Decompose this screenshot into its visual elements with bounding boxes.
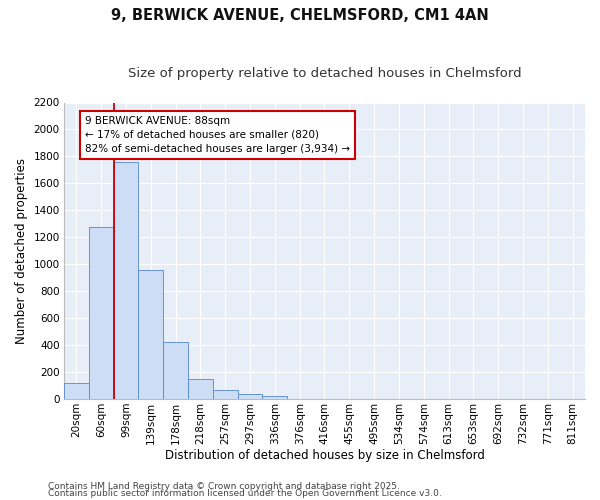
Text: Contains HM Land Registry data © Crown copyright and database right 2025.: Contains HM Land Registry data © Crown c… xyxy=(48,482,400,491)
Bar xyxy=(188,379,213,399)
Bar xyxy=(89,226,113,399)
Bar xyxy=(213,390,238,399)
Text: 9 BERWICK AVENUE: 88sqm
← 17% of detached houses are smaller (820)
82% of semi-d: 9 BERWICK AVENUE: 88sqm ← 17% of detache… xyxy=(85,116,350,154)
Bar xyxy=(64,383,89,399)
Y-axis label: Number of detached properties: Number of detached properties xyxy=(15,158,28,344)
Bar xyxy=(113,162,139,399)
Bar xyxy=(238,394,262,399)
Bar xyxy=(139,270,163,399)
Text: 9, BERWICK AVENUE, CHELMSFORD, CM1 4AN: 9, BERWICK AVENUE, CHELMSFORD, CM1 4AN xyxy=(111,8,489,22)
Text: Contains public sector information licensed under the Open Government Licence v3: Contains public sector information licen… xyxy=(48,490,442,498)
Bar xyxy=(262,396,287,399)
Title: Size of property relative to detached houses in Chelmsford: Size of property relative to detached ho… xyxy=(128,68,521,80)
Bar xyxy=(163,342,188,399)
X-axis label: Distribution of detached houses by size in Chelmsford: Distribution of detached houses by size … xyxy=(164,450,484,462)
